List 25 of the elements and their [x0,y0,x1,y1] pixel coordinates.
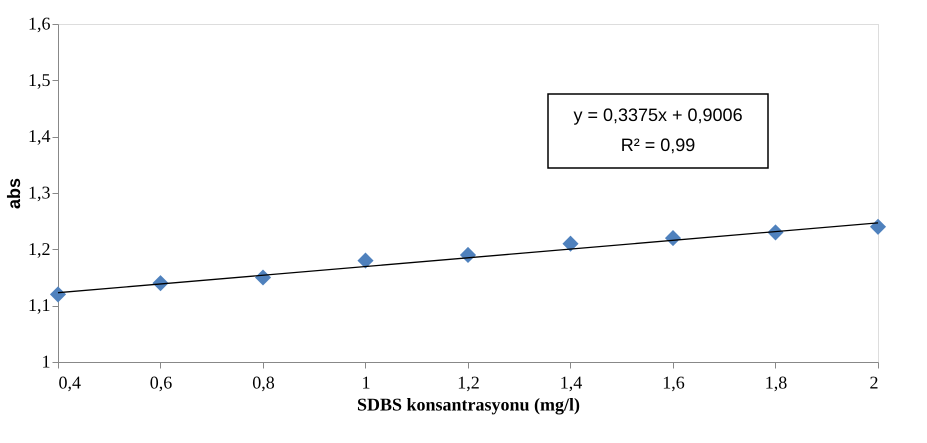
x-tick-label: 1,6 [662,372,685,392]
point [357,252,374,269]
point [50,286,66,302]
point [870,218,886,235]
x-tick-label: 0,6 [150,372,172,392]
y-tick-label: 1,2 [28,238,50,259]
x-tick-label: 1 [362,372,370,392]
y-tick-label: 1,4 [28,126,50,146]
point [562,236,579,252]
x-tick-label: 0,8 [252,372,275,392]
x-tick-label: 2 [870,372,878,392]
y-tick-label: 1,5 [28,70,50,90]
y-tick-label: 1,1 [28,295,50,316]
x-tick-label: 1,4 [560,372,582,392]
annotation: R² = 0,99 [620,135,696,155]
y-tick-label: 1,6 [28,14,50,34]
x-tick-label: 0,4 [58,372,81,392]
y-axis-title: abs [4,178,24,210]
y-tick-label: 1 [42,352,50,372]
annotation: y = 0,3375x + 0,9006 [573,105,743,125]
x-tick-label: 1,8 [764,372,788,392]
point [460,246,476,264]
x-axis-title: SDBS konsantrasyonu (mg/l) [356,394,580,414]
y-tick-label: 1,3 [28,182,50,202]
x-tick-label: 1,2 [457,372,480,392]
